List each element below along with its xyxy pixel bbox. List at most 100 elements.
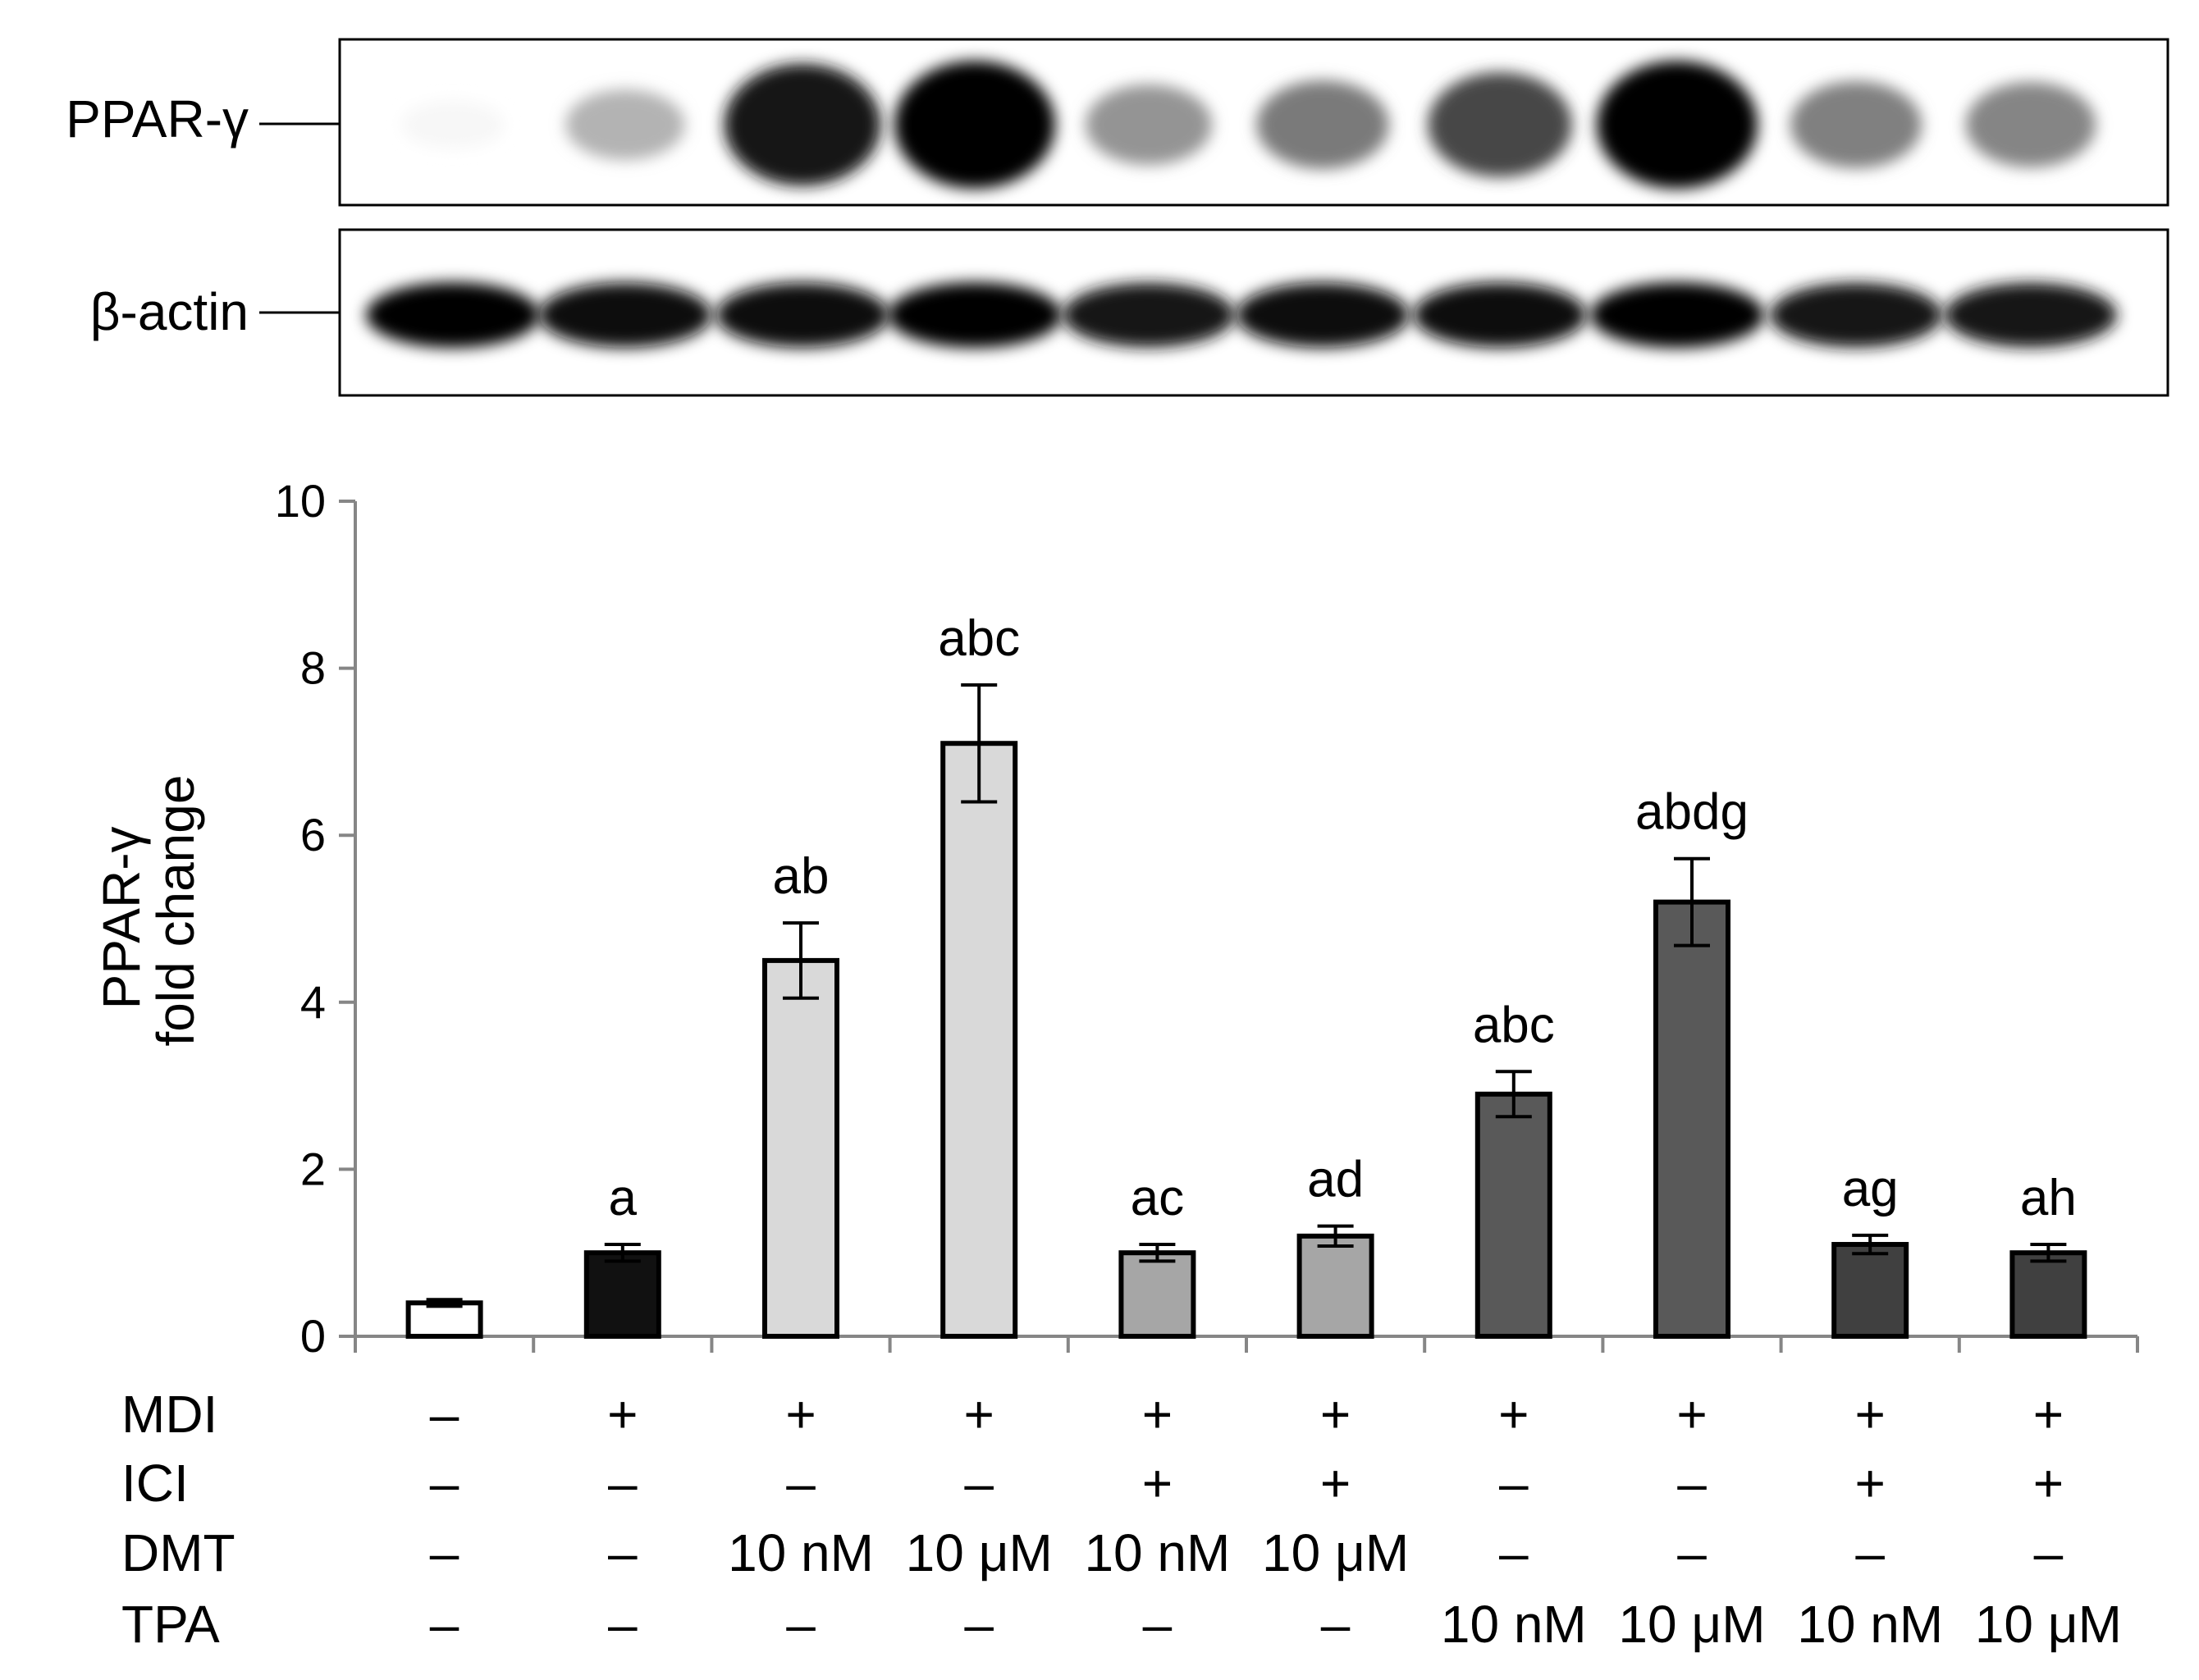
treatment-cell: – — [1499, 1523, 1529, 1582]
blot-band — [1965, 82, 2096, 167]
bar — [1653, 899, 1730, 1339]
bar — [1118, 1250, 1196, 1339]
blot-label-ppar: PPAR-γ — [66, 89, 249, 148]
treatment-cell: 10 nM — [1797, 1595, 1943, 1654]
treatment-name: DMT — [121, 1523, 235, 1582]
treatment-cell: – — [608, 1595, 638, 1654]
treatment-cell: – — [964, 1454, 994, 1513]
treatment-cell: – — [430, 1523, 459, 1582]
treatment-cell: – — [1321, 1595, 1351, 1654]
blot-band — [1944, 282, 2118, 348]
treatment-cell: – — [430, 1385, 459, 1444]
treatment-cell: + — [1498, 1385, 1529, 1444]
treatment-cell: + — [1320, 1454, 1351, 1513]
error-bars — [426, 682, 2067, 1308]
treatment-cell: 10 nM — [728, 1523, 874, 1582]
treatment-cell: + — [1142, 1385, 1173, 1444]
bar — [1831, 1242, 1909, 1340]
significance-label: abc — [938, 610, 1020, 667]
significance-label: ah — [2020, 1170, 2077, 1226]
treatment-cell: 10 nM — [1441, 1595, 1587, 1654]
y-tick-label: 10 — [275, 475, 326, 527]
significance-label: ab — [773, 848, 830, 905]
significance-label: abc — [1473, 997, 1555, 1053]
blot-band — [366, 282, 540, 348]
bar — [940, 741, 1018, 1339]
blot-band — [1085, 84, 1213, 165]
significance-label: ad — [1307, 1152, 1364, 1208]
blot-band — [400, 100, 505, 149]
y-tick-label: 4 — [300, 976, 326, 1028]
blot-label-actin: β-actin — [90, 282, 249, 341]
treatment-cell: + — [1320, 1385, 1351, 1444]
blot-band — [715, 282, 889, 348]
treatment-cell: – — [1677, 1523, 1707, 1582]
treatment-cell: + — [1855, 1454, 1886, 1513]
bar — [1296, 1233, 1374, 1339]
treatment-cell: – — [608, 1523, 638, 1582]
bar — [1474, 1091, 1552, 1340]
treatment-cell: + — [1676, 1385, 1707, 1444]
treatment-cell: – — [430, 1454, 459, 1513]
treatment-cell: 10 nM — [1084, 1523, 1230, 1582]
treatment-cell: – — [964, 1595, 994, 1654]
treatment-cell: – — [786, 1595, 816, 1654]
significance-label: abdg — [1635, 784, 1749, 841]
treatment-cell: – — [1677, 1454, 1707, 1513]
treatment-cell: – — [430, 1595, 459, 1654]
y-ticks: 0 2 4 6 8 10 — [275, 475, 355, 1362]
blot-band — [1256, 80, 1389, 169]
y-axis: 0 2 4 6 8 10 — [275, 475, 357, 1362]
treatment-name: MDI — [121, 1385, 217, 1444]
bar-chart: 0 2 4 6 8 10 a ab abc ac ad abc abdg ag ah PPAR-γ fol… — [92, 475, 2139, 1362]
bar — [583, 1250, 661, 1339]
bar — [405, 1300, 483, 1340]
treatment-table: MDI – + + + + + + + + + ICI – – – – + + – – + + DMT – – 10 nM 10 μ… — [121, 1385, 2122, 1654]
treatment-cell: – — [1143, 1595, 1173, 1654]
blot-band — [1597, 61, 1758, 189]
actin-band-row — [366, 282, 2118, 348]
blot-band — [1590, 282, 1764, 348]
y-tick-label: 6 — [300, 809, 326, 861]
treatment-cell: + — [1855, 1385, 1886, 1444]
treatment-cell: 10 μM — [1975, 1595, 2122, 1654]
bars — [405, 741, 2087, 1340]
treatment-cell: + — [1142, 1454, 1173, 1513]
treatment-cell: + — [607, 1385, 638, 1444]
blot-band — [894, 61, 1055, 189]
treatment-cell: + — [2033, 1385, 2064, 1444]
blot-band — [1769, 282, 1943, 348]
blot-band — [1413, 282, 1587, 348]
y-tick-label: 0 — [300, 1310, 326, 1362]
blot-band — [565, 89, 685, 160]
treatment-cell: 10 μM — [906, 1523, 1053, 1582]
treatment-cell: – — [608, 1454, 638, 1513]
bar — [762, 957, 839, 1340]
blot-band — [724, 63, 881, 186]
treatment-cell: – — [1499, 1454, 1529, 1513]
blot-band — [1428, 72, 1572, 177]
y-axis-title: PPAR-γ fold change — [92, 775, 205, 1047]
y-tick-label: 8 — [300, 642, 326, 694]
blot-band — [538, 282, 712, 348]
treatment-cell: 10 μM — [1262, 1523, 1409, 1582]
western-blot: PPAR-γ β-actin — [66, 38, 2169, 397]
treatment-cell: – — [2034, 1523, 2064, 1582]
x-ticks — [354, 1336, 2139, 1353]
treatment-name: ICI — [121, 1454, 189, 1513]
blot-band — [888, 282, 1062, 348]
treatment-cell: 10 μM — [1618, 1595, 1765, 1654]
bar — [2009, 1250, 2087, 1339]
y-axis-title-line2: fold change — [146, 775, 205, 1047]
blot-band — [1063, 282, 1235, 348]
significance-label: ag — [1842, 1161, 1899, 1217]
treatment-cell: + — [785, 1385, 816, 1444]
y-tick-label: 2 — [300, 1143, 326, 1194]
blot-band — [1790, 81, 1922, 168]
significance-label: a — [609, 1170, 638, 1226]
treatment-cell: + — [2033, 1454, 2064, 1513]
treatment-name: TPA — [121, 1595, 220, 1654]
significance-labels: a ab abc ac ad abc abdg ag ah — [609, 610, 2077, 1226]
treatment-cell: – — [786, 1454, 816, 1513]
